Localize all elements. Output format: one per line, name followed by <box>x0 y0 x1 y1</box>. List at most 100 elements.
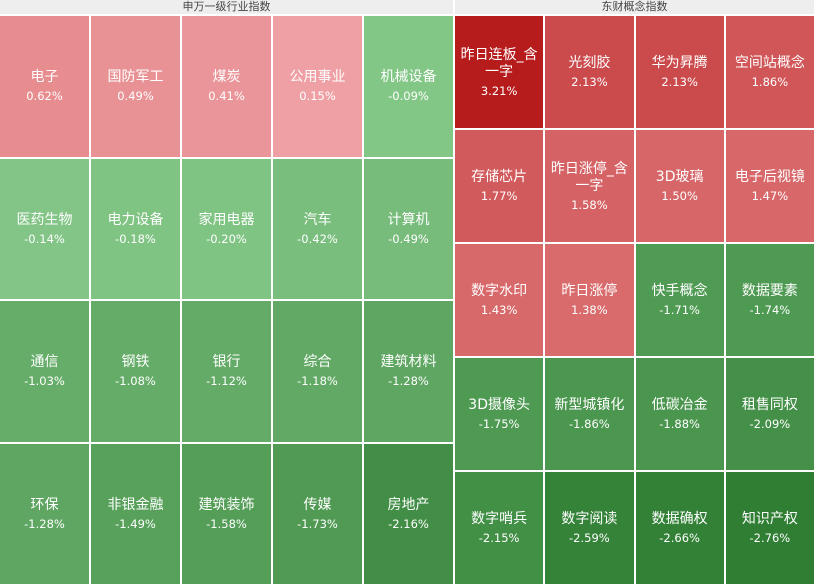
heat-cell: 综合 -1.18% <box>273 301 362 442</box>
heat-cell: 存储芯片 1.77% <box>455 130 544 242</box>
heat-cell: 家用电器 -0.20% <box>182 158 271 299</box>
cell-name: 租售同权 <box>741 397 798 413</box>
heat-cell: 电子 0.62% <box>0 16 89 157</box>
cell-value: -1.86% <box>569 417 610 431</box>
cell-name: 数字水印 <box>471 283 528 299</box>
cell-value: -0.14% <box>24 231 65 246</box>
cell-name: 快手概念 <box>651 283 708 299</box>
cell-name: 光刻胶 <box>568 55 611 71</box>
cell-value: -0.49% <box>388 231 429 246</box>
cell-value: -2.16% <box>388 516 429 531</box>
cell-value: -1.08% <box>115 374 156 389</box>
cell-name: 综合 <box>303 354 332 371</box>
cell-value: -2.09% <box>749 417 791 431</box>
heat-cell: 电力设备 -0.18% <box>91 158 180 299</box>
heat-cell: 煤炭 0.41% <box>182 16 271 157</box>
cell-name: 建筑装饰 <box>198 496 255 513</box>
heat-cell: 低碳冶金 -1.88% <box>635 358 724 470</box>
heat-cell: 建筑装饰 -1.58% <box>182 443 271 584</box>
panel: 申万一级行业指数电子 0.62% 国防军工 0.49% 煤炭 0.41% 公用事业 0.15%… <box>0 0 453 584</box>
heat-cell: 计算机 -0.49% <box>364 158 453 299</box>
cell-name: 3D摄像头 <box>468 397 530 413</box>
cell-name: 电力设备 <box>107 211 164 228</box>
heat-cell: 光刻胶 2.13% <box>545 16 634 128</box>
heat-cell: 国防军工 0.49% <box>91 16 180 157</box>
cell-grid: 昨日连板_含一字 3.21% 光刻胶 2.13% 华为昇腾 2.13% 空间站概念 1.86%… <box>455 16 814 584</box>
panel-title: 东财概念指数 <box>455 0 814 14</box>
heat-cell: 租售同权 -2.09% <box>725 358 814 470</box>
heat-cell: 建筑材料 -1.28% <box>364 301 453 442</box>
heat-cell: 快手概念 -1.71% <box>635 244 724 356</box>
cell-value: -0.18% <box>115 231 156 246</box>
heat-cell: 昨日涨停 1.38% <box>545 244 634 356</box>
cell-value: 1.77% <box>480 189 518 203</box>
cell-value: 1.86% <box>751 75 789 89</box>
cell-name: 昨日连板_含一字 <box>460 46 538 80</box>
heat-cell: 银行 -1.12% <box>182 301 271 442</box>
cell-value: 3.21% <box>480 83 518 98</box>
panel-title: 申万一级行业指数 <box>0 0 453 14</box>
cell-name: 3D玻璃 <box>655 169 704 185</box>
cell-value: -1.74% <box>749 303 791 317</box>
cell-name: 煤炭 <box>212 69 241 86</box>
heat-cell: 空间站概念 1.86% <box>725 16 814 128</box>
cell-name: 机械设备 <box>380 69 437 86</box>
cell-value: -1.28% <box>388 374 429 389</box>
heat-cell: 传媒 -1.73% <box>273 443 362 584</box>
cell-name: 电子后视镜 <box>734 169 805 185</box>
cell-value: 1.38% <box>571 303 608 317</box>
heat-cell: 昨日涨停_含一字 1.58% <box>545 130 634 242</box>
cell-name: 医药生物 <box>16 211 73 228</box>
cell-value: -1.49% <box>115 516 156 531</box>
heat-cell: 机械设备 -0.09% <box>364 16 453 157</box>
cell-name: 公用事业 <box>289 69 346 86</box>
cell-name: 昨日涨停_含一字 <box>550 160 628 194</box>
cell-name: 建筑材料 <box>380 354 437 371</box>
cell-value: -0.42% <box>297 231 338 246</box>
cell-name: 数据确权 <box>651 511 708 527</box>
cell-name: 环保 <box>30 496 59 513</box>
cell-value: -1.71% <box>659 303 700 317</box>
cell-name: 数字哨兵 <box>471 511 528 527</box>
cell-value: -1.88% <box>659 417 700 431</box>
cell-value: 2.13% <box>661 75 698 89</box>
cell-name: 空间站概念 <box>734 55 805 71</box>
cell-value: 0.15% <box>299 89 336 104</box>
cell-name: 银行 <box>212 354 241 371</box>
heat-cell: 医药生物 -0.14% <box>0 158 89 299</box>
cell-name: 家用电器 <box>198 211 255 228</box>
heat-cell: 3D玻璃 1.50% <box>635 130 724 242</box>
cell-value: 1.43% <box>480 303 518 317</box>
cell-grid: 电子 0.62% 国防军工 0.49% 煤炭 0.41% 公用事业 0.15% 机械设备 -0.0… <box>0 16 453 584</box>
heat-cell: 数据要素 -1.74% <box>725 244 814 356</box>
heat-cell: 非银金融 -1.49% <box>91 443 180 584</box>
heat-cell: 通信 -1.03% <box>0 301 89 442</box>
cell-value: 0.49% <box>117 89 154 104</box>
cell-name: 国防军工 <box>107 69 164 86</box>
cell-name: 房地产 <box>387 496 430 513</box>
heat-cell: 3D摄像头 -1.75% <box>455 358 544 470</box>
cell-value: -2.59% <box>569 531 610 545</box>
heat-cell: 房地产 -2.16% <box>364 443 453 584</box>
cell-name: 汽车 <box>303 211 332 228</box>
cell-name: 数字阅读 <box>561 511 618 527</box>
heat-cell: 昨日连板_含一字 3.21% <box>455 16 544 128</box>
heat-cell: 公用事业 0.15% <box>273 16 362 157</box>
cell-value: 1.47% <box>751 189 789 203</box>
heat-cell: 数字水印 1.43% <box>455 244 544 356</box>
cell-name: 电子 <box>30 69 59 86</box>
cell-name: 新型城镇化 <box>554 397 625 413</box>
heat-cell: 数字阅读 -2.59% <box>545 472 634 584</box>
cell-value: -2.76% <box>749 531 791 545</box>
heat-cell: 数据确权 -2.66% <box>635 472 724 584</box>
heat-cell: 知识产权 -2.76% <box>725 472 814 584</box>
cell-name: 昨日涨停 <box>561 283 618 299</box>
cell-name: 存储芯片 <box>471 169 528 185</box>
cell-name: 传媒 <box>303 496 332 513</box>
cell-value: -1.12% <box>206 374 247 389</box>
cell-name: 计算机 <box>387 211 430 228</box>
cell-name: 非银金融 <box>107 496 164 513</box>
cell-value: -1.03% <box>24 374 65 389</box>
cell-value: 2.13% <box>571 75 608 89</box>
